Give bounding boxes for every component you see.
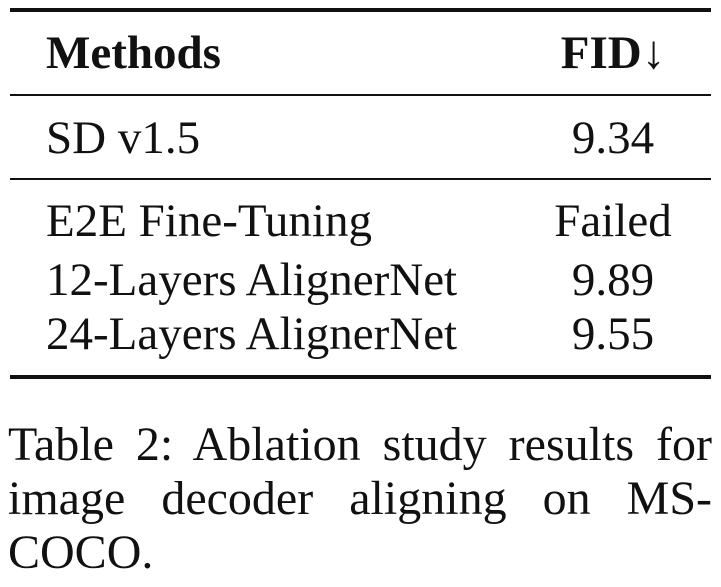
- table-row-fid: 9.55: [571, 308, 655, 360]
- table-row-fid: 9.89: [571, 254, 655, 306]
- table-row-fid: Failed: [554, 195, 672, 247]
- table-caption: Table 2: Ablation study results for imag…: [8, 418, 712, 579]
- table-row-method: SD v1.5: [46, 112, 201, 164]
- table-row-method: E2E Fine-Tuning: [46, 195, 372, 247]
- header-separator-rule: [10, 94, 711, 96]
- header-fid: FID↓: [560, 27, 666, 79]
- table-row-fid: 9.34: [571, 112, 655, 164]
- table-top-rule: [10, 8, 711, 12]
- table-row-method: 12-Layers AlignerNet: [46, 254, 458, 306]
- table-bottom-rule: [10, 375, 711, 379]
- header-methods: Methods: [46, 27, 221, 79]
- group-separator-rule: [10, 178, 711, 180]
- table-row-method: 24-Layers AlignerNet: [46, 308, 458, 360]
